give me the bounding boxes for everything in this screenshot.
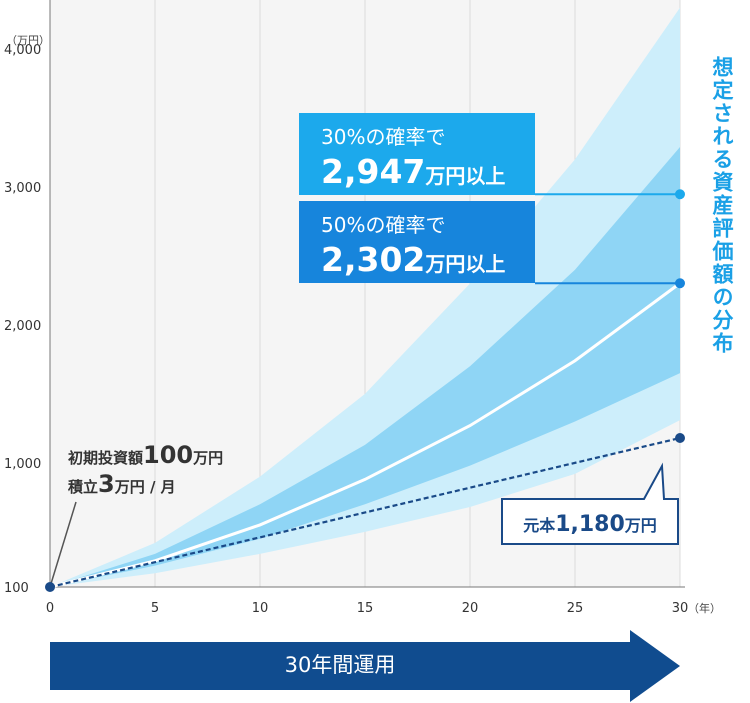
x-unit-label: （年） xyxy=(688,601,721,615)
initial-value: 100 xyxy=(143,441,194,469)
x-tick-label: 0 xyxy=(46,601,54,616)
y-tick-label: 3,000 xyxy=(4,181,41,196)
callout-30-suffix: 万円以上 xyxy=(425,164,506,188)
chart-title: 想定される資産評価額の分布 xyxy=(710,56,734,355)
initial-suffix: 万円 xyxy=(193,449,224,467)
principal-line xyxy=(49,436,681,589)
initial-investment-note: 初期投資額100万円 積立3万円 / 月 xyxy=(68,442,223,500)
principal-prefix: 元本 xyxy=(523,516,555,535)
principal-text: 元本1,180万円 xyxy=(523,512,657,537)
markers xyxy=(45,189,685,592)
arrow-label: 30年間運用 xyxy=(284,653,396,677)
x-tick-label: 30 xyxy=(672,601,689,616)
tick-labels: 100 1,000 2,000 3,000 4,000 0 5 10 15 20 25 30 （万円） （… xyxy=(4,34,721,616)
principal-value: 1,180 xyxy=(555,512,625,537)
distribution-bands xyxy=(50,7,680,588)
marker-principal xyxy=(675,433,685,444)
duration-arrow-shape xyxy=(50,630,680,702)
principal-bubble xyxy=(501,462,679,545)
y-tick-label: 1,000 xyxy=(4,457,41,472)
callout-connectors xyxy=(535,193,680,285)
marker-origin xyxy=(45,582,55,592)
callout-30-value: 2,947 xyxy=(321,152,426,191)
callout-50-value: 2,302 xyxy=(321,240,426,279)
x-tick-label: 15 xyxy=(357,601,374,616)
x-tick-label: 20 xyxy=(462,601,479,616)
y-unit-label: （万円） xyxy=(6,34,50,47)
x-tick-label: 25 xyxy=(567,601,584,616)
callout-50-line1: 50%の確率で xyxy=(321,213,446,237)
monthly-prefix: 積立 xyxy=(68,478,99,496)
chart-lines xyxy=(49,282,681,589)
monthly-suffix: 万円 / 月 xyxy=(114,478,176,496)
principal-callout-box: 元本1,180万円 xyxy=(501,462,679,545)
median-line xyxy=(49,282,681,589)
x-tick-label: 10 xyxy=(252,601,269,616)
y-tick-label: 2,000 xyxy=(4,319,41,334)
monthly-value: 3 xyxy=(98,470,115,498)
x-tick-label: 5 xyxy=(151,601,159,616)
callout-50-suffix: 万円以上 xyxy=(425,252,506,276)
initial-leader-line xyxy=(49,501,77,588)
marker-50 xyxy=(675,278,685,289)
marker-30 xyxy=(675,189,685,200)
callout-30-line1: 30%の確率で xyxy=(321,125,446,149)
y-tick-label: 4,000 xyxy=(4,43,41,58)
callout-50-percent: 50%の確率で 2,302万円以上 xyxy=(299,201,535,283)
duration-arrow xyxy=(50,630,680,702)
initial-prefix: 初期投資額 xyxy=(68,449,144,467)
principal-suffix: 万円 xyxy=(624,516,657,535)
inner-band xyxy=(50,146,680,587)
y-tick-label: 100 xyxy=(4,581,29,596)
callout-30-percent: 30%の確率で 2,947万円以上 xyxy=(299,113,535,195)
